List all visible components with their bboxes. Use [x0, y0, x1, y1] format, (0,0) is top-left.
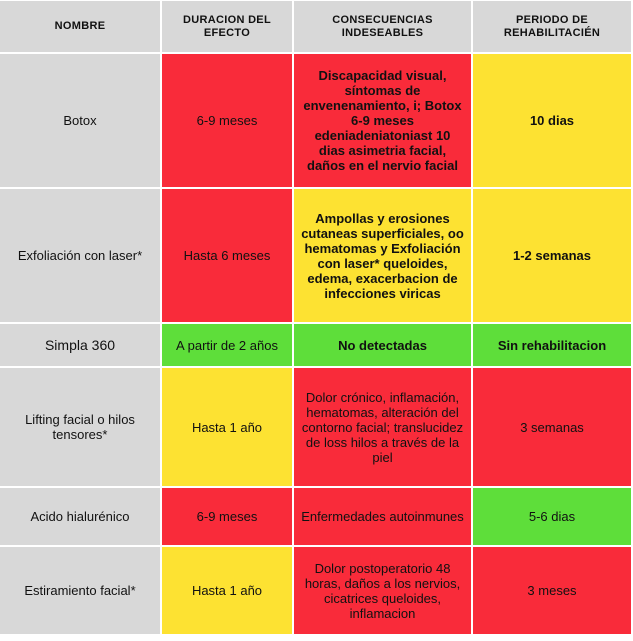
- cell-nombre: Exfoliación con laser*: [0, 189, 160, 322]
- cell-consecuencias: Dolor postoperatorio 48 horas, daños a l…: [294, 547, 471, 634]
- cell-nombre: Lifting facial o hilos tensores*: [0, 368, 160, 486]
- cell-duracion: A partir de 2 años: [162, 324, 292, 366]
- cell-periodo: Sin rehabilitacion: [473, 324, 631, 366]
- table-row: Acido hialurénico 6-9 meses Enfermedades…: [0, 488, 631, 545]
- cell-consecuencias: Discapacidad visual, síntomas de envenen…: [294, 54, 471, 187]
- cell-periodo: 3 meses: [473, 547, 631, 634]
- header-row: NOMBRE DURACION DEL EFECTO CONSECUENCIAS…: [0, 1, 631, 52]
- cell-nombre: Botox: [0, 54, 160, 187]
- cell-nombre: Estiramiento facial*: [0, 547, 160, 634]
- table-row: Botox 6-9 meses Discapacidad visual, sín…: [0, 54, 631, 187]
- cell-periodo: 3 semanas: [473, 368, 631, 486]
- cell-periodo: 5-6 dias: [473, 488, 631, 545]
- cell-consecuencias: Enfermedades autoinmunes: [294, 488, 471, 545]
- cell-consecuencias: Dolor crónico, inflamación, hematomas, a…: [294, 368, 471, 486]
- cell-duracion: 6-9 meses: [162, 488, 292, 545]
- table-row: Lifting facial o hilos tensores* Hasta 1…: [0, 368, 631, 486]
- header-periodo: PERIODO DE REHABILITACIÉN: [473, 1, 631, 52]
- table-row: Exfoliación con laser* Hasta 6 meses Amp…: [0, 189, 631, 322]
- table-row: Estiramiento facial* Hasta 1 año Dolor p…: [0, 547, 631, 634]
- cell-nombre: Acido hialurénico: [0, 488, 160, 545]
- cell-duracion: Hasta 6 meses: [162, 189, 292, 322]
- cell-nombre: Simpla 360: [0, 324, 160, 366]
- header-consecuencias: CONSECUENCIAS INDESEABLES: [294, 1, 471, 52]
- cell-consecuencias: No detectadas: [294, 324, 471, 366]
- header-duracion: DURACION DEL EFECTO: [162, 1, 292, 52]
- cell-periodo: 1-2 semanas: [473, 189, 631, 322]
- cell-duracion: 6-9 meses: [162, 54, 292, 187]
- table-row: Simpla 360 A partir de 2 años No detecta…: [0, 324, 631, 366]
- cell-consecuencias: Ampollas y erosiones cutaneas superficia…: [294, 189, 471, 322]
- cell-duracion: Hasta 1 año: [162, 547, 292, 634]
- header-nombre: NOMBRE: [0, 1, 160, 52]
- cell-periodo: 10 dias: [473, 54, 631, 187]
- cell-duracion: Hasta 1 año: [162, 368, 292, 486]
